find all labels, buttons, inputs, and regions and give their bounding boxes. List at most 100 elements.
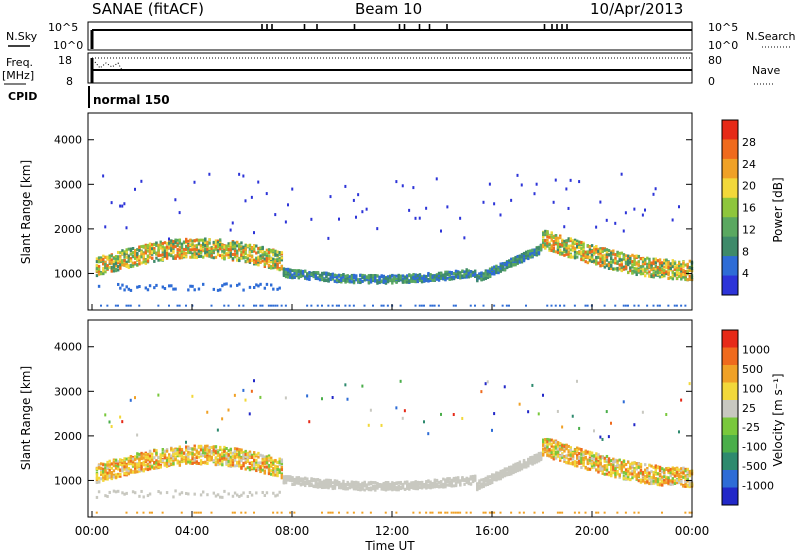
- echo-cell: [673, 304, 676, 307]
- echo-cell: [550, 438, 553, 442]
- echo-cell: [412, 481, 415, 485]
- echo-cell: [469, 475, 473, 479]
- echo-cell: [571, 453, 575, 457]
- echo-cell: [365, 276, 369, 280]
- echo-cell: [280, 304, 283, 307]
- echo-cell: [639, 269, 643, 273]
- echo-cell: [284, 273, 288, 277]
- echo-cell: [520, 467, 524, 471]
- echo-cell: [408, 279, 411, 283]
- echo-cell: [427, 279, 430, 283]
- echo-cell: [180, 454, 184, 458]
- echo-cell: [499, 473, 502, 477]
- echo-cell: [185, 247, 188, 251]
- echo-cell: [639, 265, 643, 269]
- echo-cell: [248, 258, 252, 262]
- echo-cell: [563, 248, 566, 252]
- echo-cell: [95, 260, 99, 264]
- echo-cell: [274, 265, 277, 269]
- echo-cell: [270, 469, 273, 473]
- echo-cell: [253, 259, 256, 263]
- echo-cell: [518, 460, 522, 464]
- echo-cell: [138, 248, 141, 252]
- colorbar-tick-label: 28: [742, 136, 756, 149]
- echo-cell: [601, 261, 604, 265]
- echo-cell: [616, 268, 619, 272]
- echo-cell: [484, 273, 488, 277]
- echo-cell: [601, 465, 604, 469]
- echo-cell: [401, 279, 405, 283]
- echo-cell: [386, 277, 390, 281]
- echo-cell: [314, 276, 318, 280]
- echo-cell: [535, 253, 539, 257]
- echo-cell: [382, 280, 386, 284]
- echo-cell: [603, 472, 607, 476]
- echo-cell: [505, 467, 509, 471]
- echo-cell: [599, 260, 602, 264]
- echo-cell: [189, 460, 192, 464]
- y-tick-label: 1000: [54, 267, 82, 280]
- echo-cell: [134, 256, 137, 260]
- echo-cell: [338, 304, 340, 307]
- echo-cell: [614, 260, 617, 264]
- echo-cell: [161, 285, 165, 289]
- echo-cell: [223, 256, 226, 260]
- echo-cell: [227, 244, 230, 248]
- echo-cell: [342, 485, 345, 489]
- echo-cell: [306, 477, 309, 481]
- echo-cell: [219, 238, 222, 242]
- echo-cell: [361, 511, 364, 514]
- echo-cell: [516, 463, 519, 467]
- echo-cell: [518, 464, 522, 468]
- echo-cell: [204, 455, 207, 459]
- echo-cell: [603, 456, 607, 460]
- echo-cell: [223, 454, 226, 458]
- echo-cell: [225, 447, 228, 451]
- echo-cell: [193, 458, 196, 462]
- echo-cell: [384, 276, 388, 280]
- echo-cell: [565, 239, 568, 243]
- echo-cell: [106, 466, 109, 470]
- echo-cell: [552, 243, 556, 247]
- echo-cell: [535, 460, 539, 464]
- echo-cell: [121, 263, 124, 267]
- echo-cell: [593, 454, 596, 458]
- echo-cell: [533, 252, 536, 256]
- echo-cell: [389, 484, 392, 488]
- echo-cell: [573, 511, 576, 514]
- echo-cell: [165, 456, 169, 460]
- echo-cell: [231, 241, 235, 245]
- echo-cell: [125, 248, 128, 252]
- echo-cell: [125, 264, 128, 268]
- echo-cell: [480, 274, 483, 278]
- echo-cell: [446, 483, 449, 487]
- echo-cell: [97, 272, 101, 276]
- echo-cell: [671, 262, 675, 266]
- echo-cell: [272, 461, 275, 465]
- echo-cell: [102, 463, 105, 467]
- echo-cell: [134, 261, 137, 265]
- echo-cell: [238, 304, 241, 307]
- echo-cell: [191, 254, 194, 258]
- echo-cell: [289, 475, 292, 479]
- echo-cell: [123, 259, 126, 263]
- echo-cell: [605, 454, 609, 458]
- echo-cell: [563, 459, 566, 463]
- echo-cell: [478, 481, 481, 485]
- echo-cell: [667, 304, 670, 307]
- echo-cell: [206, 410, 209, 414]
- echo-cell: [616, 250, 619, 254]
- echo-cell: [144, 458, 148, 462]
- echo-cell: [219, 453, 222, 457]
- echo-cell: [648, 270, 651, 274]
- echo-cell: [546, 443, 549, 447]
- echo-cell: [539, 248, 543, 252]
- echo-cell: [229, 455, 233, 459]
- echo-cell: [667, 271, 670, 275]
- echo-cell: [248, 244, 252, 248]
- echo-cell: [605, 255, 609, 259]
- echo-cell: [129, 454, 133, 458]
- echo-cell: [174, 287, 177, 291]
- echo-cell: [214, 445, 218, 449]
- echo-cell: [603, 259, 607, 263]
